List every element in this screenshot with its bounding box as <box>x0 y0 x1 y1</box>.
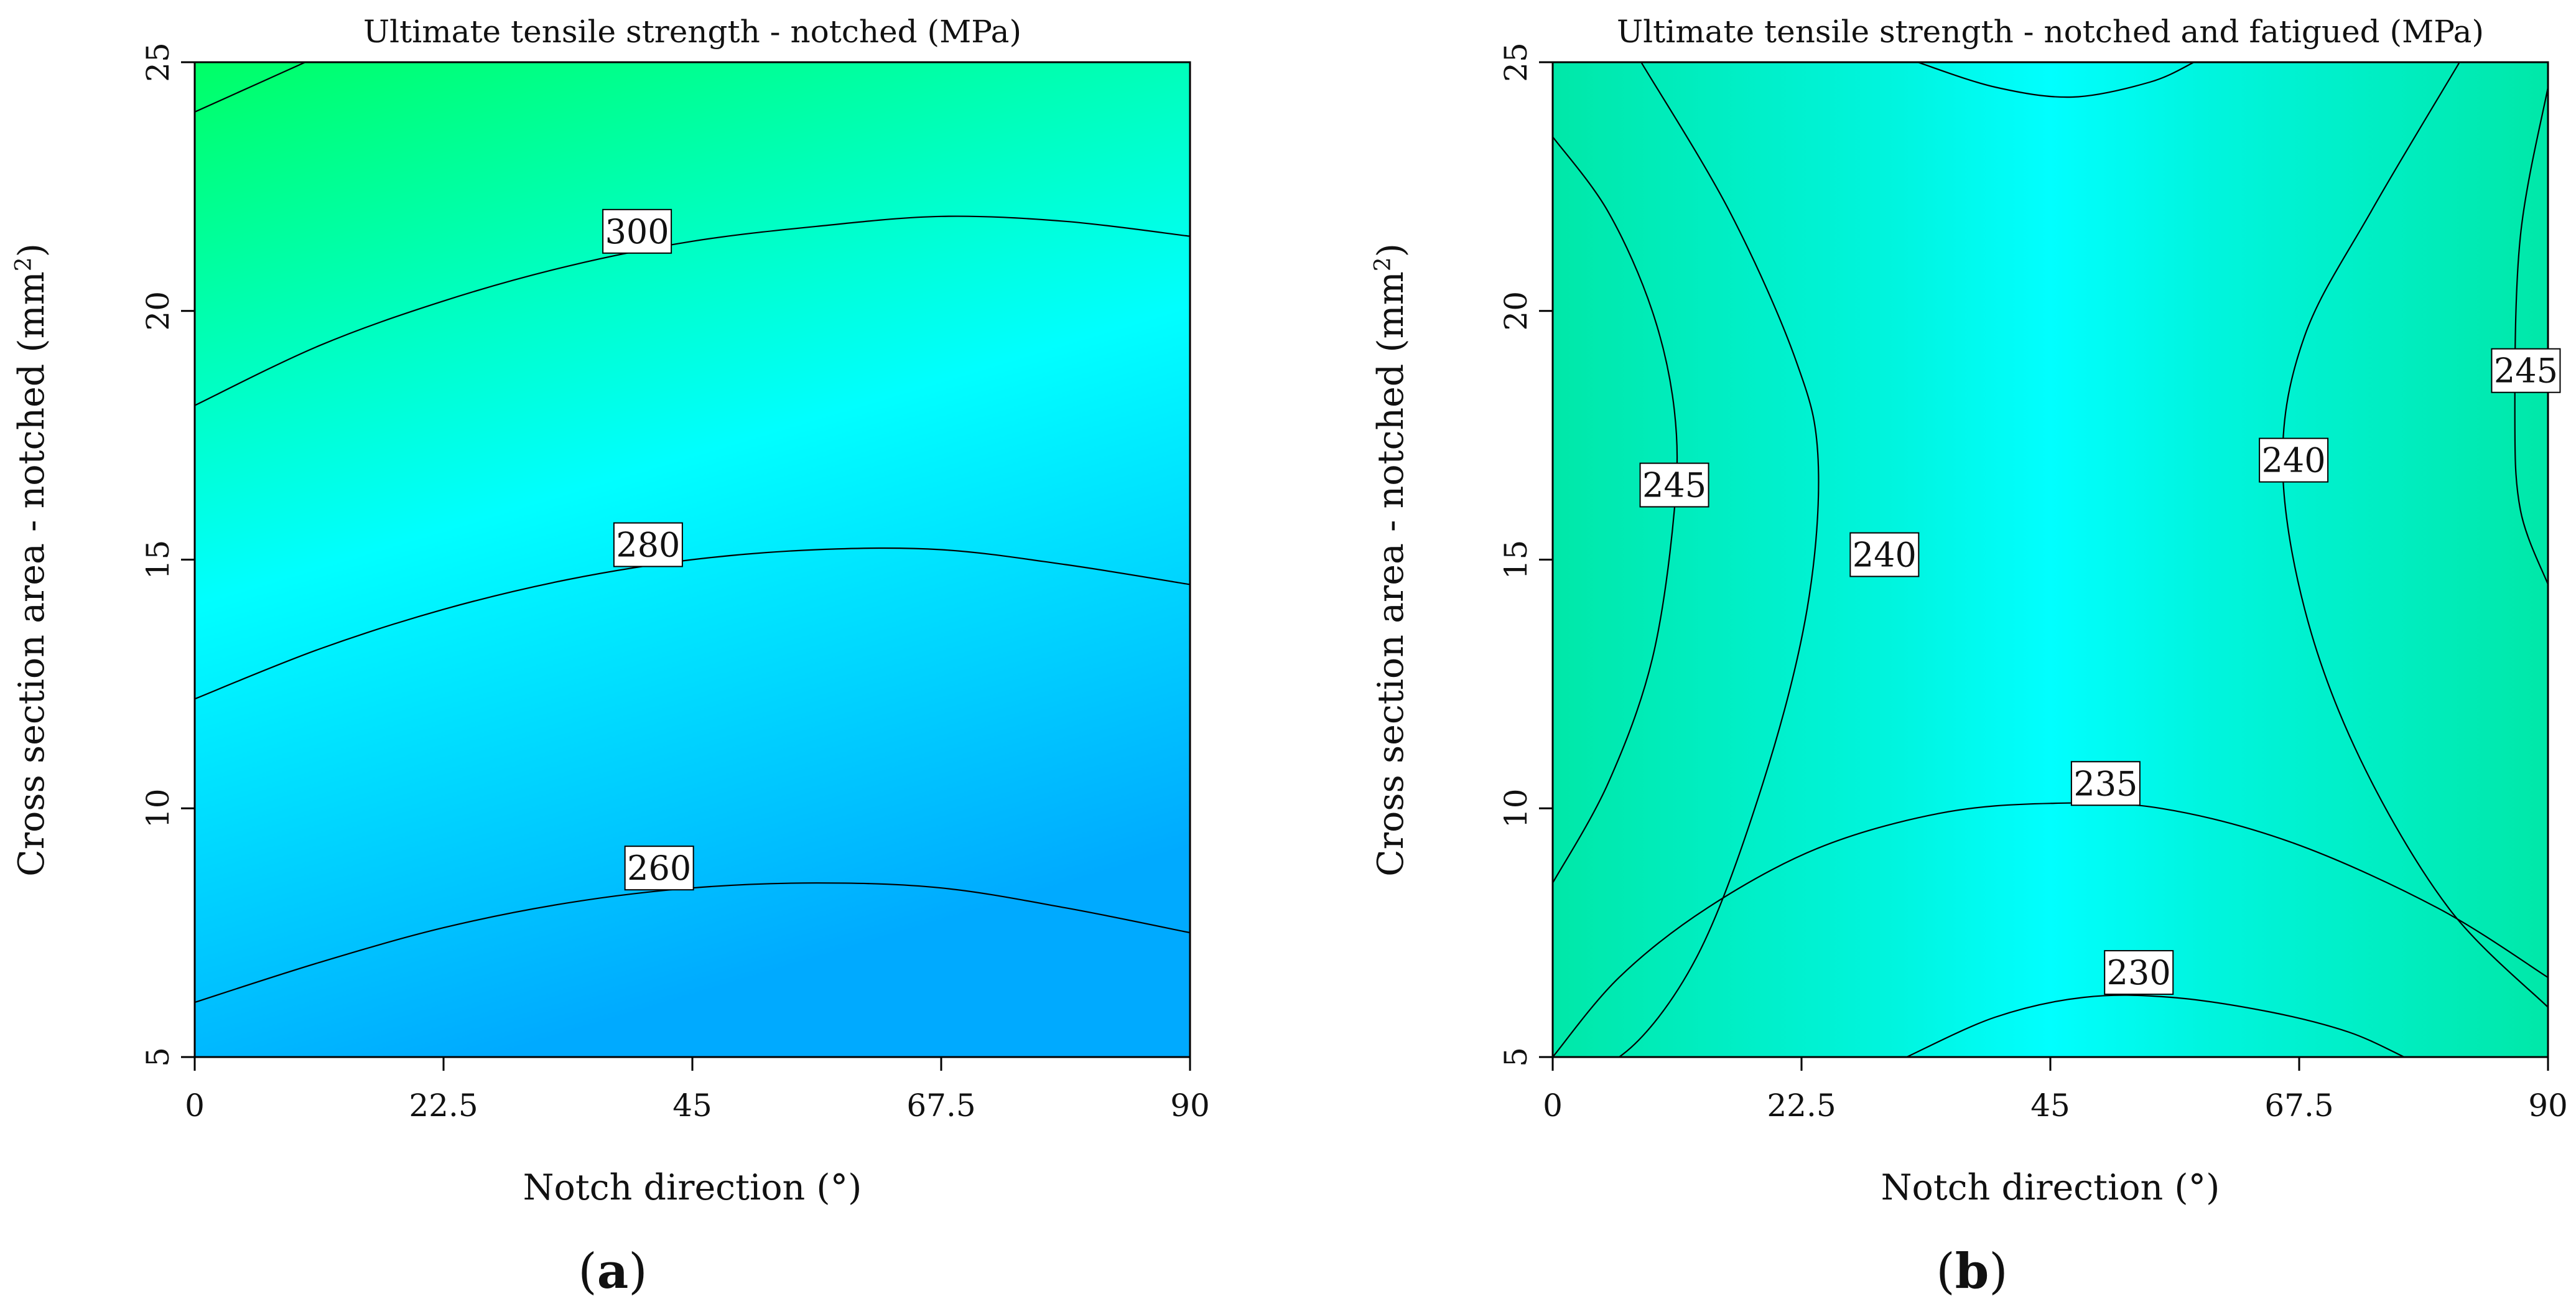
y-tick-label-25: 25 <box>140 42 176 82</box>
y-tick-label-10: 10 <box>140 788 176 828</box>
y-tick-label-25: 25 <box>1498 42 1534 82</box>
x-tick-label-0: 0 <box>185 1088 205 1124</box>
x-tick-label-67.5: 67.5 <box>2264 1088 2333 1124</box>
contour-line-300-2 <box>195 215 1190 406</box>
x-axis-label-b: Notch direction (°) <box>1881 1167 2220 1208</box>
contour-label-260-0: 260 <box>627 849 691 888</box>
contour-label-240-2: 240 <box>2262 441 2326 480</box>
contour-label-240-1: 240 <box>1853 536 1917 575</box>
axis-ticks-b: 0 22.5 45 67.5 90 5 10 15 20 25 <box>1498 42 2568 1124</box>
chart-title-b: Ultimate tensile strength - notched and … <box>1617 14 2484 50</box>
contour-label-box-280-1 <box>613 522 683 567</box>
x-tick-label-22.5: 22.5 <box>1767 1088 1836 1124</box>
contour-label-245-3: 245 <box>2494 352 2558 391</box>
axis-ticks-a: 0 22.5 45 67.5 90 5 10 15 20 25 <box>140 42 1210 1124</box>
contour-line-320-3 <box>195 62 306 113</box>
x-tick-label-90: 90 <box>2528 1088 2568 1124</box>
chart-panel-a: 0 22.5 45 67.5 90 5 10 15 20 25 Ultimate tensile … <box>11 14 1210 1300</box>
y-tick-label-5: 5 <box>140 1047 176 1067</box>
x-tick-label-22.5: 22.5 <box>409 1088 478 1124</box>
chart-title-a: Ultimate tensile strength - notched (MPa… <box>363 14 1021 50</box>
contour-label-box-240-2 <box>2259 437 2329 483</box>
y-tick-label-20: 20 <box>140 291 176 331</box>
x-tick-label-67.5: 67.5 <box>906 1088 975 1124</box>
contour-line-280-1 <box>195 547 1190 700</box>
contour-line-235-6 <box>1917 62 2195 98</box>
heatmap-background-b <box>1553 62 2548 1057</box>
contour-label-box-245-3 <box>2491 348 2561 393</box>
contour-line-230-5 <box>1906 994 2405 1057</box>
contour-label-box-240-1 <box>1849 532 1920 577</box>
contour-label-box-260-0 <box>624 846 694 891</box>
contour-label-box-245-0 <box>1639 462 1709 508</box>
x-tick-label-0: 0 <box>1543 1088 1563 1124</box>
x-tick-label-45: 45 <box>672 1088 712 1124</box>
y-axis-label-b: Cross section area - notched (mm2) <box>1370 243 1412 877</box>
contour-label-box-235-4 <box>2070 761 2141 806</box>
y-tick-label-15: 15 <box>140 540 176 580</box>
y-tick-label-10: 10 <box>1498 788 1534 828</box>
contour-label-235-4: 235 <box>2073 764 2137 803</box>
contour-line-240-1 <box>1553 62 1820 1057</box>
y-tick-label-20: 20 <box>1498 291 1534 331</box>
panel-label-a: (a) <box>578 1243 647 1300</box>
chart-panel-b: 0 22.5 45 67.5 90 5 10 15 20 25 Ultimate tensile … <box>1370 14 2568 1300</box>
contour-label-230-5: 230 <box>2107 953 2171 992</box>
x-axis-label-a: Notch direction (°) <box>523 1167 862 1208</box>
panel-label-b: (b) <box>1936 1243 2007 1300</box>
y-tick-label-5: 5 <box>1498 1047 1534 1067</box>
x-tick-label-45: 45 <box>2030 1088 2070 1124</box>
contour-label-280-1: 280 <box>616 526 680 565</box>
contour-label-245-0: 245 <box>1642 466 1706 505</box>
contour-label-300-2: 300 <box>605 212 669 251</box>
contour-label-box-230-5 <box>2104 950 2174 995</box>
y-axis-label-a: Cross section area - notched (mm2) <box>11 243 53 877</box>
contour-line-240-2 <box>2282 62 2548 1008</box>
contour-label-box-300-2 <box>602 208 672 254</box>
x-tick-label-90: 90 <box>1170 1088 1210 1124</box>
y-tick-label-15: 15 <box>1498 540 1534 580</box>
contour-line-235-4 <box>1553 802 2548 1057</box>
